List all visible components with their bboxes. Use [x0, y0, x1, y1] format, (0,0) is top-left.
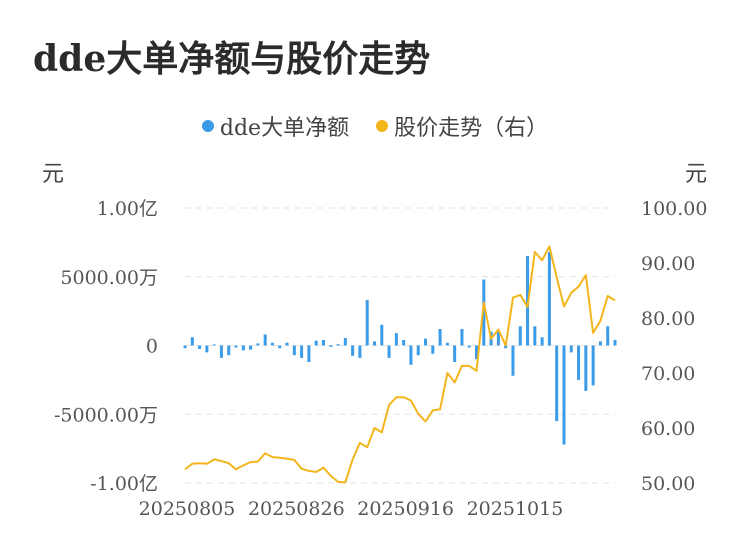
bar[interactable]: [598, 341, 602, 346]
bar[interactable]: [234, 345, 238, 348]
bar[interactable]: [613, 340, 617, 346]
right-axis-unit: 元: [685, 162, 708, 187]
bar[interactable]: [424, 338, 428, 346]
bar[interactable]: [329, 345, 333, 347]
left-axis-ticks: 1.00亿 5000.00万 0 -5000.00万 -1.00亿: [54, 198, 158, 495]
bar[interactable]: [343, 337, 347, 346]
bar[interactable]: [555, 345, 559, 422]
bar[interactable]: [198, 345, 202, 349]
x-tick-label: 20251015: [467, 498, 564, 520]
bar[interactable]: [205, 345, 209, 353]
right-tick-label: 70.00: [641, 363, 695, 385]
bar-series: [183, 252, 617, 445]
bar[interactable]: [402, 340, 406, 346]
bar[interactable]: [292, 345, 296, 356]
bar[interactable]: [540, 337, 544, 346]
right-tick-label: 80.00: [641, 308, 695, 330]
legend-item-price[interactable]: 股价走势（右）: [376, 110, 548, 142]
bar[interactable]: [307, 345, 311, 363]
bar[interactable]: [438, 329, 442, 346]
bar[interactable]: [394, 333, 398, 346]
right-axis-ticks: 100.00 90.00 80.00 70.00 60.00 50.00: [641, 198, 707, 495]
right-tick-label: 90.00: [641, 253, 695, 275]
bar[interactable]: [606, 326, 610, 346]
bar[interactable]: [577, 345, 581, 380]
bar[interactable]: [300, 345, 304, 358]
bar[interactable]: [562, 345, 566, 445]
right-tick-label: 60.00: [641, 418, 695, 440]
bar[interactable]: [518, 326, 522, 346]
legend-label-dde: dde大单净额: [219, 116, 350, 141]
x-axis-ticks: 20250805 20250826 20250916 20251015: [139, 498, 564, 520]
left-tick-label: 5000.00万: [60, 267, 158, 289]
bar[interactable]: [460, 329, 464, 346]
bar[interactable]: [416, 345, 420, 356]
legend: dde大单净额 股价走势（右）: [0, 110, 750, 142]
bar[interactable]: [321, 340, 325, 346]
bar[interactable]: [431, 345, 435, 354]
x-tick-label: 20250805: [139, 498, 236, 520]
bar[interactable]: [380, 324, 384, 346]
bar[interactable]: [504, 345, 508, 349]
bar[interactable]: [190, 337, 194, 346]
legend-dot-line-icon: [376, 120, 389, 132]
bar[interactable]: [219, 345, 223, 358]
bar[interactable]: [467, 345, 471, 348]
bar[interactable]: [278, 345, 282, 349]
bar[interactable]: [547, 252, 551, 346]
bar[interactable]: [533, 326, 537, 346]
bar[interactable]: [453, 345, 457, 363]
bar[interactable]: [241, 345, 245, 351]
line-series: [184, 245, 616, 484]
bar[interactable]: [387, 345, 391, 358]
x-tick-label: 20250916: [357, 498, 454, 520]
chart-title: dde大单净额与股价走势: [33, 38, 431, 80]
bar[interactable]: [227, 345, 231, 356]
bar[interactable]: [511, 345, 515, 376]
bar[interactable]: [270, 342, 274, 346]
right-tick-label: 50.00: [641, 473, 695, 495]
bar[interactable]: [482, 279, 486, 346]
bar[interactable]: [351, 345, 355, 356]
bar[interactable]: [212, 344, 216, 346]
bar[interactable]: [365, 300, 369, 346]
bar[interactable]: [183, 345, 187, 349]
bar[interactable]: [256, 343, 260, 346]
left-axis-unit: 元: [42, 162, 65, 187]
left-tick-label: 0: [146, 336, 158, 358]
left-tick-label: 1.00亿: [97, 198, 158, 220]
bar[interactable]: [584, 345, 588, 391]
left-tick-label: -1.00亿: [90, 473, 158, 495]
bar[interactable]: [358, 345, 362, 358]
grid-lines: [185, 207, 615, 484]
bar[interactable]: [263, 334, 267, 346]
legend-item-dde[interactable]: dde大单净额: [201, 110, 350, 142]
bar[interactable]: [372, 341, 376, 346]
bar[interactable]: [409, 345, 413, 365]
bar[interactable]: [591, 345, 595, 386]
bar[interactable]: [475, 345, 479, 360]
bar[interactable]: [496, 331, 500, 346]
price-line[interactable]: [184, 245, 616, 484]
bar[interactable]: [314, 340, 318, 346]
bar[interactable]: [445, 342, 449, 346]
legend-label-price: 股价走势（右）: [394, 116, 549, 141]
x-tick-label: 20250826: [248, 498, 345, 520]
right-tick-label: 100.00: [641, 198, 707, 220]
bar[interactable]: [336, 344, 340, 346]
bar[interactable]: [249, 345, 253, 350]
bar[interactable]: [569, 345, 573, 353]
left-tick-label: -5000.00万: [54, 404, 158, 426]
bar[interactable]: [285, 342, 289, 346]
legend-dot-bar-icon: [201, 120, 214, 132]
